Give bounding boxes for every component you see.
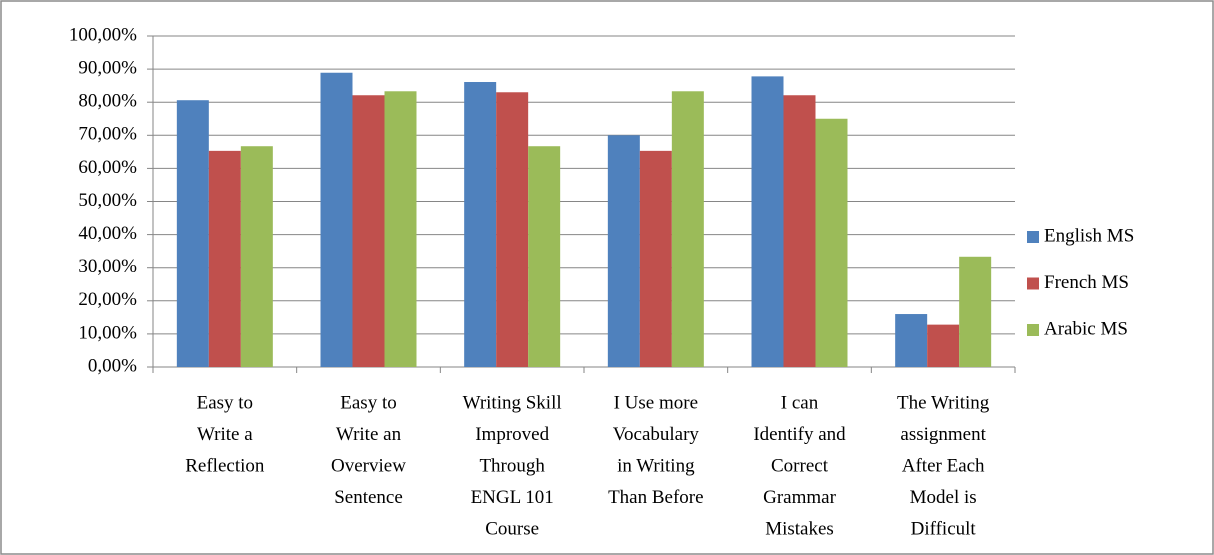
y-tick-label: 0,00% (88, 355, 137, 376)
bar (496, 92, 529, 368)
x-tick-label: Correct (771, 455, 829, 476)
legend-label: French MS (1044, 272, 1129, 293)
y-tick-label: 10,00% (78, 322, 137, 343)
bar (464, 82, 497, 367)
x-tick-label: Mistakes (765, 518, 834, 539)
legend-label: Arabic MS (1044, 318, 1128, 339)
x-tick-label: Identify and (753, 424, 846, 445)
bar (639, 150, 672, 367)
x-tick-label: Overview (331, 455, 406, 476)
bar (384, 91, 417, 367)
x-tick-label: Through (479, 455, 545, 476)
bar (176, 100, 209, 368)
legend-swatch (1027, 231, 1039, 243)
x-tick-label: Vocabulary (613, 424, 700, 445)
x-tick-label: I can (781, 392, 819, 413)
bar (959, 256, 992, 367)
x-tick-label: Reflection (185, 455, 265, 476)
x-tick-label: ENGL 101 (471, 487, 554, 508)
y-tick-label: 30,00% (78, 256, 137, 277)
legend-swatch (1027, 277, 1039, 290)
bar (352, 95, 385, 368)
bar (240, 146, 273, 367)
x-tick-label: Difficult (911, 518, 977, 539)
x-tick-label: Write a (197, 424, 253, 445)
legend-label: English MS (1044, 225, 1134, 246)
x-tick-label: I Use more (614, 392, 698, 413)
y-tick-label: 40,00% (78, 223, 137, 244)
bar (783, 95, 816, 368)
bar (671, 91, 704, 367)
x-tick-label: Grammar (763, 487, 836, 508)
x-tick-label: Sentence (334, 487, 403, 508)
x-tick-label: assignment (900, 424, 986, 445)
x-tick-label: The Writing (897, 392, 990, 413)
x-tick-label: Write an (336, 424, 402, 445)
bar (751, 76, 784, 367)
y-tick-label: 60,00% (78, 157, 137, 178)
x-tick-label: Model is (910, 487, 977, 508)
x-tick-label: After Each (902, 455, 985, 476)
x-tick-label: Easy to (340, 392, 396, 413)
legend-swatch (1027, 324, 1039, 336)
y-tick-label: 100,00% (69, 24, 137, 45)
x-tick-label: Writing Skill (463, 392, 562, 413)
bar (528, 146, 561, 367)
x-tick-label: in Writing (617, 455, 695, 476)
x-tick-label: Than Before (608, 487, 703, 508)
bar (607, 135, 640, 367)
y-tick-label: 70,00% (78, 124, 137, 145)
bar (927, 324, 960, 367)
bar (320, 72, 353, 367)
y-tick-label: 80,00% (78, 91, 137, 112)
y-tick-label: 90,00% (78, 57, 137, 78)
x-tick-label: Course (485, 518, 539, 539)
x-tick-label: Improved (475, 424, 549, 445)
bar (895, 314, 928, 367)
y-tick-label: 50,00% (78, 190, 137, 211)
bar (208, 150, 241, 367)
bar (815, 118, 848, 367)
x-tick-label: Easy to (197, 392, 253, 413)
y-tick-label: 20,00% (78, 289, 137, 310)
